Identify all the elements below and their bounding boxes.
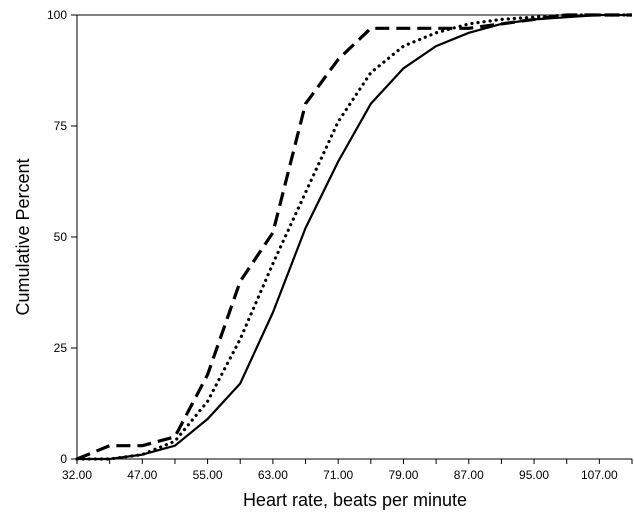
x-ticks: 32.00 47.00 55.00 63.00 71.00 79.00 87.00 95.00…	[62, 459, 633, 482]
series-line-dashed	[76, 13, 632, 461]
x-tick-label: 63.00	[258, 468, 288, 482]
y-tick-label: 25	[54, 341, 68, 355]
y-axis-title: Cumulative Percent	[13, 158, 33, 315]
x-tick-label: 79.00	[388, 468, 418, 482]
x-tick-label: 32.00	[62, 468, 92, 482]
x-axis-title: Heart rate, beats per minute	[243, 490, 467, 510]
y-tick-label: 0	[60, 452, 67, 466]
series-lines	[75, 13, 634, 461]
x-tick-label: 87.00	[454, 468, 484, 482]
x-tick-label: 107.00	[581, 468, 618, 482]
x-tick-label: 95.00	[519, 468, 549, 482]
x-tick-label: 71.00	[323, 468, 353, 482]
x-tick-label: 55.00	[193, 468, 223, 482]
y-tick-label: 50	[54, 230, 68, 244]
y-ticks: 0 25 50 75 100	[47, 8, 77, 466]
x-tick-label: 47.00	[127, 468, 157, 482]
y-tick-label: 100	[47, 8, 67, 22]
y-tick-label: 75	[54, 119, 68, 133]
series-line-solid	[77, 13, 632, 461]
axes	[76, 14, 632, 460]
series-line-dotted	[75, 13, 634, 461]
